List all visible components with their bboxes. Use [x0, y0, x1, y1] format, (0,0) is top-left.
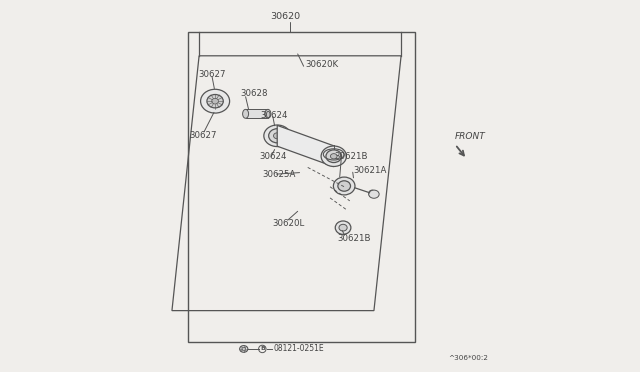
Ellipse shape — [369, 190, 376, 197]
Text: 30624: 30624 — [260, 152, 287, 161]
Ellipse shape — [330, 154, 337, 159]
Ellipse shape — [321, 146, 346, 167]
Ellipse shape — [239, 346, 248, 352]
Text: 30627: 30627 — [198, 70, 225, 79]
Polygon shape — [277, 125, 334, 167]
Ellipse shape — [212, 98, 218, 104]
Ellipse shape — [269, 129, 286, 143]
Ellipse shape — [243, 109, 248, 118]
Ellipse shape — [326, 150, 342, 163]
Ellipse shape — [338, 181, 351, 191]
Ellipse shape — [242, 347, 246, 350]
Ellipse shape — [264, 125, 291, 147]
Text: 30620: 30620 — [270, 12, 300, 21]
Bar — [188, 32, 415, 342]
Ellipse shape — [265, 109, 271, 118]
Text: 30621A: 30621A — [353, 166, 387, 174]
Text: 30624: 30624 — [260, 111, 288, 120]
Text: 30621B: 30621B — [338, 234, 371, 243]
Text: 30621B: 30621B — [334, 153, 367, 161]
Text: 30627: 30627 — [189, 131, 216, 140]
Text: 30625A: 30625A — [262, 170, 295, 179]
Ellipse shape — [273, 133, 281, 139]
Polygon shape — [246, 109, 268, 118]
Text: 30620L: 30620L — [273, 219, 305, 228]
Ellipse shape — [335, 221, 351, 234]
Text: 30620K: 30620K — [305, 60, 339, 69]
Text: 30628: 30628 — [240, 89, 268, 98]
Ellipse shape — [207, 94, 223, 108]
Ellipse shape — [369, 190, 379, 198]
Ellipse shape — [200, 89, 230, 113]
Ellipse shape — [339, 224, 347, 231]
Text: ^306*00:2: ^306*00:2 — [449, 355, 488, 361]
Text: 08121-0251E: 08121-0251E — [273, 344, 324, 353]
Ellipse shape — [333, 177, 355, 195]
Text: FRONT: FRONT — [454, 132, 485, 141]
Text: B: B — [260, 346, 265, 352]
